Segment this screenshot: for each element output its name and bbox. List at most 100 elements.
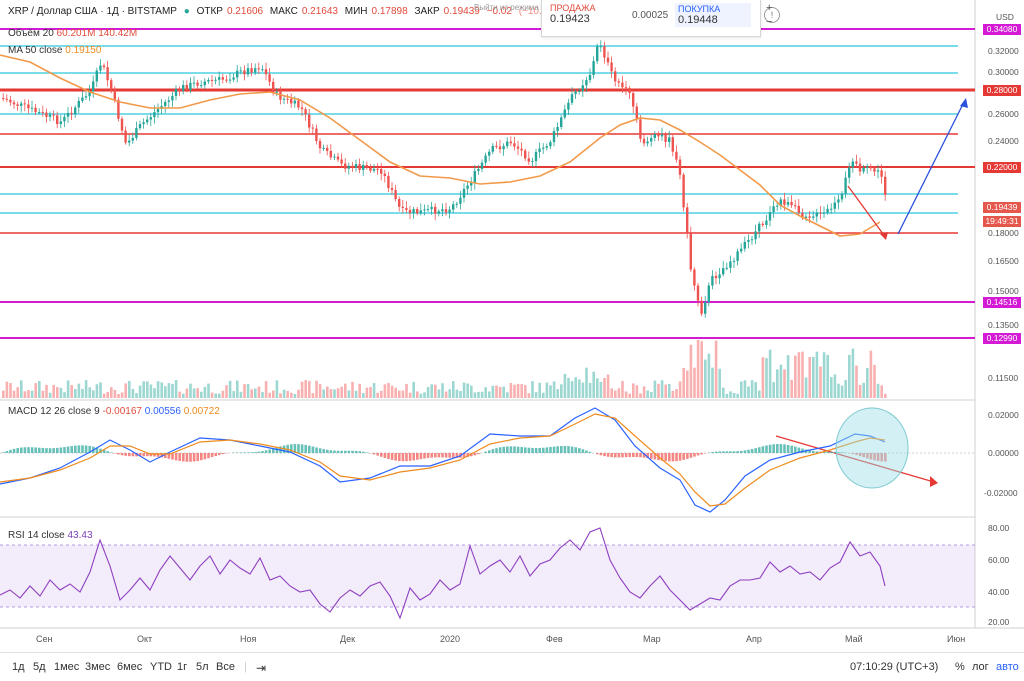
candle-body <box>625 87 627 88</box>
volume-bar <box>412 382 415 398</box>
timeframe-all[interactable]: Все <box>216 661 235 673</box>
candle-body <box>67 113 69 117</box>
buy-box[interactable]: ПОКУПКА 0.19448 <box>675 3 751 27</box>
timeframe-6m[interactable]: 6мес <box>117 661 142 673</box>
volume-bar <box>204 387 207 398</box>
volume-bar <box>164 386 167 398</box>
candle-body <box>834 203 836 209</box>
volume-bar <box>52 385 55 398</box>
candle-body <box>189 83 191 90</box>
candle-body <box>589 75 591 80</box>
macd-hist-bar <box>506 446 509 453</box>
month-label: Ноя <box>240 634 256 644</box>
timeframe-1y[interactable]: 1г <box>177 661 187 673</box>
macd-hist-bar <box>297 444 300 453</box>
clock-time[interactable]: 07:10:29 (UTC+3) <box>850 661 938 673</box>
candle-body <box>873 168 875 171</box>
macd-hist-bar <box>175 453 178 460</box>
macd-hist-bar <box>427 453 430 458</box>
volume-bar <box>348 390 351 398</box>
candle-body <box>240 70 242 71</box>
volume-bar <box>632 383 635 398</box>
percent-toggle[interactable]: % <box>955 661 965 673</box>
volume-bar <box>168 383 171 398</box>
timeframe-5d[interactable]: 5д <box>33 661 46 673</box>
timeframe-ytd[interactable]: YTD <box>150 661 172 673</box>
candle-body <box>718 274 720 278</box>
axis-tick: 0.26000 <box>988 109 1019 119</box>
volume-bar <box>682 368 685 398</box>
macd-hist-bar <box>250 452 253 453</box>
timeframe-3m[interactable]: 3мес <box>85 661 110 673</box>
candle-body <box>697 286 699 301</box>
log-toggle[interactable]: лог <box>972 661 989 673</box>
candle-body <box>153 112 155 117</box>
macd-highlight-circle[interactable] <box>836 408 908 488</box>
volume-bar <box>236 380 239 398</box>
candle-body <box>596 46 598 61</box>
candle-body <box>337 157 339 160</box>
timeframe-5y[interactable]: 5л <box>196 661 209 673</box>
macd-hist-bar <box>60 448 63 453</box>
volume-bar <box>2 391 5 398</box>
volume-bar <box>639 393 642 398</box>
macd-hist-bar <box>535 448 538 453</box>
macd-hist-bar <box>772 444 775 453</box>
candle-body <box>150 117 152 119</box>
macd-hist-bar <box>362 452 365 453</box>
timeframe-1m[interactable]: 1мес <box>54 661 79 673</box>
volume-label: Объём 20 <box>8 28 54 39</box>
candle-body <box>600 46 602 47</box>
volume-legend: Объём 20 60.201M 140.42M <box>8 27 137 40</box>
macd-hist-bar <box>304 445 307 453</box>
macd-hist-bar <box>585 450 588 453</box>
volume-bar <box>675 389 678 398</box>
macd-hist-bar <box>726 451 729 453</box>
macd-hist-bar <box>326 450 329 453</box>
axis-tick: 0.16500 <box>988 256 1019 266</box>
zoom-in-icon[interactable]: + <box>766 2 772 14</box>
volume-bar <box>74 389 77 398</box>
volume-bar <box>121 392 124 398</box>
volume-value-1: 60.201M <box>57 28 96 39</box>
candle-body <box>517 147 519 149</box>
candle-body <box>56 115 58 124</box>
candle-body <box>157 109 159 112</box>
goto-date-icon[interactable]: ⇥ <box>256 661 266 675</box>
sell-box[interactable]: ПРОДАЖА 0.19423 <box>550 3 620 25</box>
candle-body <box>762 224 764 225</box>
candle-body <box>808 217 810 218</box>
zoom-out-icon[interactable]: − <box>766 16 772 28</box>
macd-hist-bar <box>405 453 408 461</box>
volume-bar <box>384 384 387 398</box>
macd-hist-bar <box>488 450 491 453</box>
status-dot-icon: ● <box>184 6 190 17</box>
volume-bar <box>715 341 718 398</box>
candle-body <box>258 68 260 69</box>
trade-panel: ПРОДАЖА 0.19423 0.00025 ПОКУПКА 0.19448 <box>541 0 761 37</box>
candle-body <box>243 70 245 74</box>
candle-body <box>729 261 731 267</box>
candle-body <box>290 99 292 104</box>
volume-bar <box>855 366 858 398</box>
volume-bar <box>690 345 693 398</box>
exit-mode-text[interactable]: Выйти из режима <box>474 1 539 14</box>
volume-bar <box>463 383 466 398</box>
candle-body <box>452 204 454 209</box>
symbol-title[interactable]: XRP / Доллар США · 1Д · BITSTAMP <box>8 6 177 17</box>
macd-hist-bar <box>700 453 703 454</box>
timeframe-1d[interactable]: 1д <box>12 661 25 673</box>
macd-hist-bar <box>542 448 545 453</box>
price-chart[interactable] <box>0 0 1024 652</box>
volume-bar <box>409 393 412 398</box>
macd-hist-bar <box>607 453 610 457</box>
auto-toggle[interactable]: авто <box>996 661 1019 673</box>
candle-body <box>758 224 760 232</box>
volume-bar <box>474 392 477 398</box>
macd-hist-bar <box>546 447 549 453</box>
macd-hist-bar <box>117 453 120 454</box>
macd-hist-bar <box>308 446 311 453</box>
candle-body <box>308 115 310 128</box>
candlesticks[interactable] <box>2 40 886 317</box>
candle-body <box>506 142 508 147</box>
